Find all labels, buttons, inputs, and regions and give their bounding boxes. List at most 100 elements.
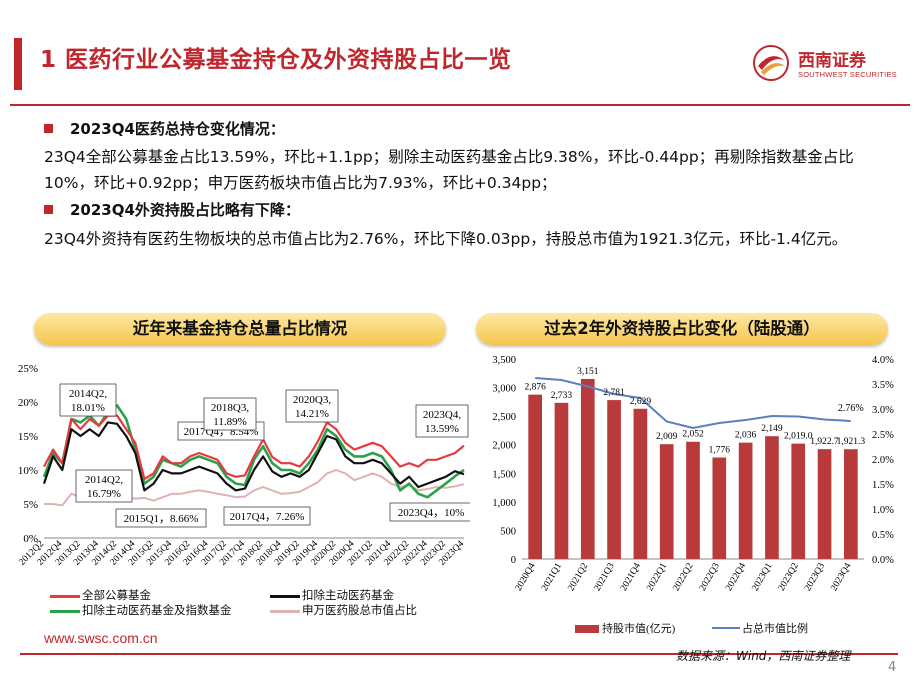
left-chart-title: 近年来基金持仓总量占比情况 bbox=[34, 313, 446, 345]
y-tick-label: 5% bbox=[23, 499, 38, 511]
x-tick-label: 2022Q2 bbox=[672, 561, 696, 593]
bar-data-label: 2,781 bbox=[603, 388, 625, 398]
y2-tick-label: 3.5% bbox=[872, 380, 894, 391]
legend-all-funds: 全部公募基金 bbox=[82, 590, 151, 602]
annotation-label: 14.21% bbox=[295, 408, 329, 420]
annotation-label: 2018Q3, bbox=[211, 402, 249, 414]
bar-data-label: 2,149 bbox=[761, 424, 783, 434]
bar-data-label: 2,629 bbox=[630, 397, 652, 407]
x-tick-label: 2023Q2 bbox=[777, 561, 801, 593]
bar-data-label: 2,052 bbox=[682, 430, 704, 440]
bar-data-label: 3,151 bbox=[577, 367, 599, 377]
title-divider bbox=[10, 104, 910, 106]
legend-excl-active: 扣除主动医药基金 bbox=[302, 590, 394, 602]
bar bbox=[712, 457, 727, 559]
bullet-1-title: 2023Q4医药总持仓变化情况： bbox=[70, 120, 285, 138]
title-accent-bar bbox=[14, 38, 22, 90]
footer-divider bbox=[20, 653, 898, 655]
annotation-label: 2017Q4，7.26% bbox=[230, 511, 305, 523]
bar bbox=[817, 449, 832, 559]
foreign-holding-bar-chart: 0 500 1,000 1,500 2,000 2,500 3,000 3,500 0.0% 0.… bbox=[492, 355, 894, 593]
right-chart-title: 过去2年外资持股占比变化（陆股通） bbox=[476, 313, 888, 345]
legend-holding-value: 持股市值(亿元) bbox=[602, 623, 676, 635]
y-tick-label: 1,500 bbox=[492, 469, 516, 480]
legend-share-ratio: 占总市值比例 bbox=[742, 623, 808, 635]
y2-tick-label: 0.5% bbox=[872, 530, 894, 541]
x-tick-label: 2021Q2 bbox=[566, 561, 590, 593]
y-tick-label: 20% bbox=[18, 397, 38, 409]
x-tick-label: 2021Q4 bbox=[619, 561, 643, 593]
annotation-label: 2020Q3, bbox=[293, 394, 331, 406]
annotation-box bbox=[389, 502, 470, 522]
legend-swatch-excl-active bbox=[270, 595, 300, 598]
bar-data-label: 1,921.3 bbox=[837, 437, 866, 447]
y-tick-label: 0% bbox=[23, 533, 38, 545]
annotation-label: 13.59% bbox=[425, 423, 459, 435]
bullet-square-icon bbox=[44, 124, 53, 133]
x-tick-label: 2021Q3 bbox=[593, 561, 617, 593]
bar bbox=[580, 378, 595, 559]
logo-english-name: SOUTHWEST SECURITIES bbox=[798, 70, 897, 79]
bar-data-label: 2,019.0 bbox=[784, 432, 813, 442]
line-data-label: 2.76% bbox=[838, 403, 864, 414]
x-tick-label: 2023Q1 bbox=[751, 561, 775, 593]
bar bbox=[659, 444, 674, 559]
series-line-excl-active bbox=[42, 421, 465, 492]
annotation-box bbox=[415, 404, 469, 438]
bar-data-label: 2,733 bbox=[551, 391, 573, 401]
legend-sw-pharma: 申万医药股总市值占比 bbox=[302, 605, 417, 617]
annotation-label: 2015Q1，8.66% bbox=[124, 513, 199, 525]
annotation-box bbox=[223, 506, 311, 526]
bar-data-label: 2,009 bbox=[656, 432, 678, 442]
legend-swatch-sw-pharma bbox=[270, 610, 300, 613]
x-tick-label: 2022Q1 bbox=[645, 561, 669, 593]
page-title: 1 医药行业公募基金持仓及外资持股占比一览 bbox=[40, 47, 512, 73]
annotation-label: 16.79% bbox=[87, 488, 121, 500]
annotation-label: 18.01% bbox=[71, 402, 105, 414]
y-tick-label: 25% bbox=[18, 363, 38, 375]
annotation-label: 2023Q4, bbox=[423, 409, 461, 421]
logo-chinese-name: 西南证券 bbox=[798, 51, 866, 71]
y-tick-label: 3,500 bbox=[492, 355, 516, 366]
annotation-box bbox=[203, 397, 257, 431]
y-tick-label: 500 bbox=[500, 526, 516, 537]
annotation-box bbox=[285, 389, 339, 423]
legend-swatch-holding-value bbox=[575, 625, 599, 633]
fund-holding-line-chart: 0%5%10%15%20%25%2012Q22012Q42013Q22013Q4… bbox=[17, 363, 470, 568]
y2-tick-label: 2.5% bbox=[872, 430, 894, 441]
bar bbox=[528, 394, 542, 559]
annotation-box bbox=[115, 508, 207, 528]
y-tick-label: 2,000 bbox=[492, 441, 516, 452]
legend-excl-index: 扣除主动医药基金及指数基金 bbox=[82, 605, 232, 617]
company-logo: 西南证券 SOUTHWEST SECURITIES bbox=[752, 44, 902, 84]
bar bbox=[633, 408, 648, 559]
y2-tick-label: 4.0% bbox=[872, 355, 894, 366]
bar-data-label: 2,036 bbox=[735, 431, 757, 441]
bullet-square-icon bbox=[44, 205, 53, 214]
x-tick-label: 2022Q3 bbox=[698, 561, 722, 593]
bullet-2-text: 23Q4外资持有医药生物板块的总市值占比为2.76%，环比下降0.03pp，持股… bbox=[44, 230, 848, 248]
data-source-note: 数据来源：Wind，西南证券整理 bbox=[676, 649, 851, 663]
y-tick-label: 10% bbox=[18, 465, 38, 477]
y-tick-label: 3,000 bbox=[492, 384, 516, 395]
bar bbox=[844, 449, 858, 559]
bar bbox=[791, 443, 806, 559]
bar bbox=[554, 402, 569, 559]
y-tick-label: 15% bbox=[18, 431, 38, 443]
x-tick-label: 2022Q4 bbox=[724, 561, 748, 593]
bar bbox=[607, 400, 621, 559]
legend-swatch-all-funds bbox=[50, 595, 80, 598]
annotation-label: 2014Q2, bbox=[69, 388, 107, 400]
x-tick-label: 2020Q4 bbox=[514, 561, 538, 593]
y-tick-label: 0 bbox=[511, 555, 516, 566]
logo-emblem-icon bbox=[753, 45, 789, 81]
y-tick-label: 1,000 bbox=[492, 498, 516, 509]
bar-data-label: 2,876 bbox=[524, 383, 546, 393]
y2-tick-label: 1.0% bbox=[872, 505, 894, 516]
bullet-1-text: 23Q4全部公募基金占比13.59%，环比+1.1pp；剔除主动医药基金占比9.… bbox=[44, 148, 854, 192]
x-tick-label: 2021Q1 bbox=[540, 561, 564, 593]
y2-tick-label: 1.5% bbox=[872, 480, 894, 491]
bar bbox=[765, 436, 779, 559]
annotation-label: 11.89% bbox=[213, 416, 247, 428]
annotation-box bbox=[59, 383, 117, 417]
